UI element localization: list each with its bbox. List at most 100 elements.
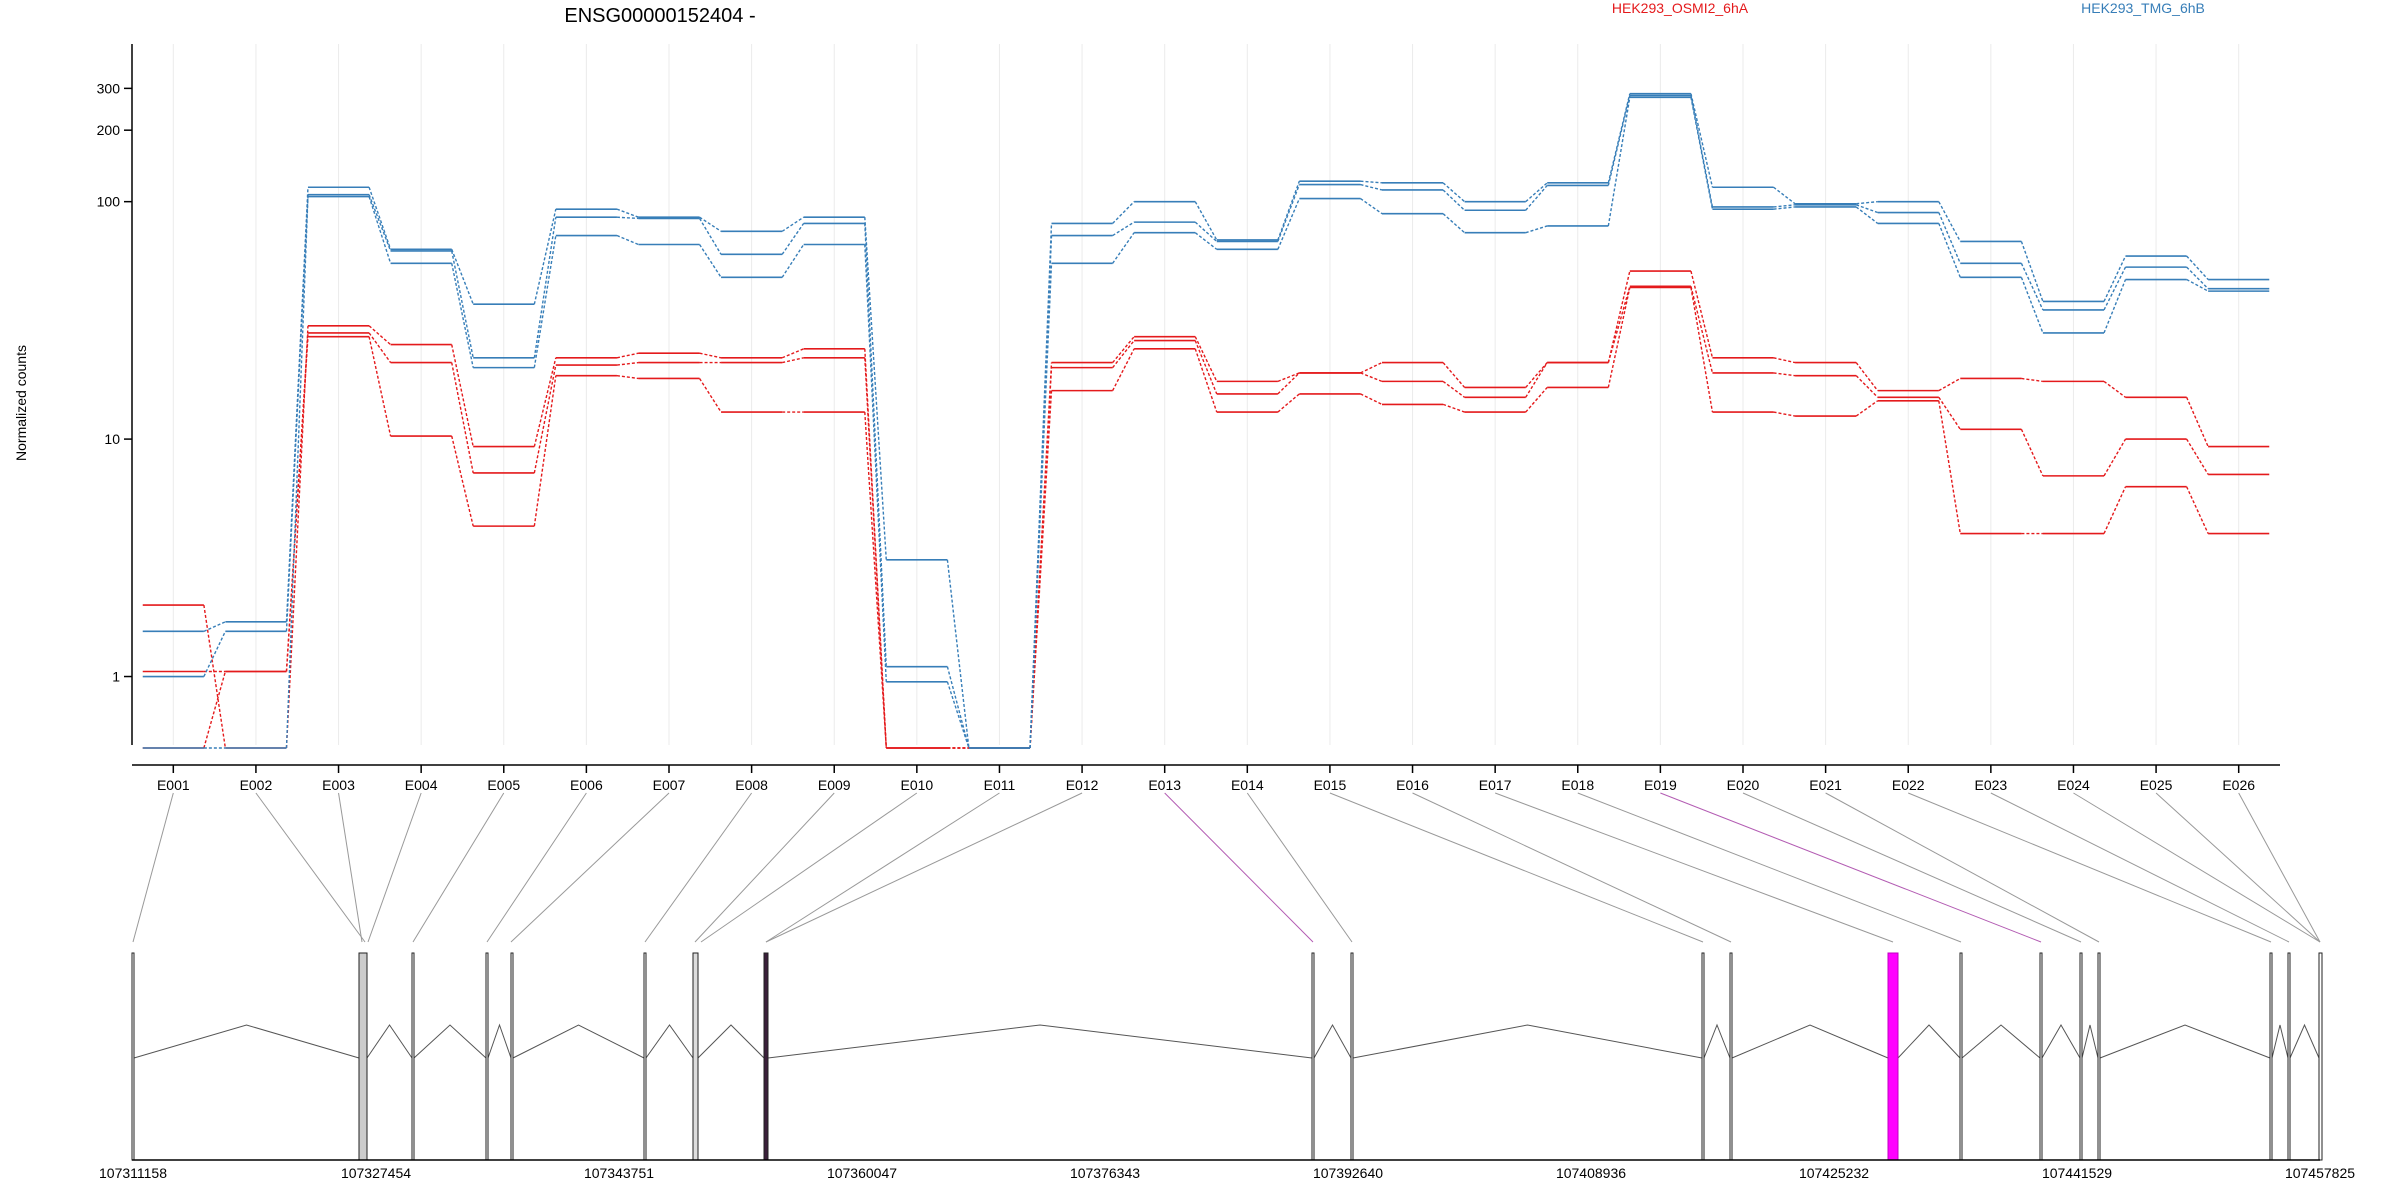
- y-tick-label: 100: [97, 194, 121, 210]
- transition-E010: [946, 681, 970, 749]
- exon-connector-lines: [132, 792, 2321, 943]
- transition-E018: [1607, 97, 1631, 227]
- exon-label-E016: E016: [1396, 777, 1429, 793]
- transition-E024: [2103, 279, 2127, 334]
- transition-E021: [1856, 200, 1878, 205]
- transition-E017: [1525, 185, 1548, 211]
- transition-E025: [2186, 255, 2209, 280]
- transition-E015: [1360, 372, 1383, 383]
- transition-E004: [451, 250, 474, 358]
- transition-E003: [368, 196, 392, 264]
- exon-block: [1311, 952, 1315, 1161]
- transition-E020: [1773, 357, 1796, 364]
- transition-E006: [616, 216, 639, 220]
- genomic-coordinate-label: 107408936: [1556, 1165, 1626, 1181]
- exon-label-E012: E012: [1066, 777, 1099, 793]
- transition-E013: [1194, 221, 1218, 242]
- exon-block: [131, 952, 135, 1161]
- transition-E024: [2103, 266, 2127, 311]
- transition-E023: [2020, 428, 2044, 477]
- transition-E001: [203, 631, 226, 677]
- transition-E021: [1855, 362, 1879, 392]
- genomic-coordinate-label: 107441529: [2042, 1165, 2112, 1181]
- transition-E017: [1525, 225, 1548, 234]
- intron-line: [767, 1024, 1313, 1059]
- transition-E024: [2103, 486, 2127, 534]
- transition-E011: [1029, 390, 1053, 749]
- exon-label-E010: E010: [900, 777, 933, 793]
- transition-E016: [1442, 213, 1466, 234]
- y-tick-label: 300: [97, 80, 121, 96]
- exon-block: [411, 952, 415, 1161]
- transition-E014: [1277, 393, 1300, 413]
- transition-E001: [203, 671, 227, 749]
- exon-label-E018: E018: [1561, 777, 1594, 793]
- connector-E008: [644, 792, 753, 943]
- exon-block: [485, 952, 489, 1161]
- transition-E005: [533, 357, 557, 447]
- intron-line: [2289, 1023, 2320, 1059]
- transition-E002: [285, 196, 309, 749]
- transition-E018: [1607, 286, 1631, 363]
- intron-line: [645, 1024, 694, 1059]
- exon-label-E005: E005: [487, 777, 520, 793]
- transition-E019: [1690, 287, 1714, 413]
- transition-E016: [1442, 362, 1466, 388]
- transition-E007: [699, 352, 722, 359]
- transition-E006: [616, 234, 639, 246]
- exon-label-E017: E017: [1479, 777, 1512, 793]
- transition-E012: [1112, 348, 1135, 391]
- legend-entry-tmg: HEK293_TMG_6hB: [2081, 0, 2205, 16]
- intron-line: [2099, 1024, 2271, 1059]
- exon-block: [2287, 952, 2291, 1161]
- connector-E012: [765, 792, 1083, 943]
- series-0: [142, 270, 2270, 749]
- intron-line: [2041, 1023, 2081, 1059]
- transition-E019: [1690, 270, 1714, 358]
- transition-E014: [1277, 372, 1300, 395]
- intron-line: [2271, 1024, 2289, 1059]
- genomic-coordinate-label: 107425232: [1799, 1165, 1869, 1181]
- intron-line: [487, 1023, 512, 1059]
- exon-label-E013: E013: [1148, 777, 1181, 793]
- x-axis: E001 E002 E003 E004 E005 E006 E007 E008 E009 E010…: [132, 764, 2280, 793]
- transition-E009: [864, 411, 887, 749]
- connector-E019: [1660, 792, 2042, 943]
- transition-E016: [1442, 182, 1466, 203]
- transition-E020: [1773, 372, 1796, 377]
- exon-block: [2039, 952, 2043, 1161]
- connector-E022: [1908, 792, 2272, 943]
- transition-E021: [1855, 375, 1879, 398]
- intron-line: [133, 1024, 360, 1059]
- exon-label-E026: E026: [2222, 777, 2255, 793]
- transition-E018: [1607, 95, 1631, 186]
- exon-label-E023: E023: [1974, 777, 2007, 793]
- series-3: [142, 92, 2270, 749]
- transition-E020: [1773, 204, 1796, 208]
- transition-E007: [698, 218, 722, 255]
- transition-E024: [2103, 255, 2127, 302]
- exon-block: [510, 952, 514, 1161]
- exon-label-E015: E015: [1314, 777, 1347, 793]
- transition-E012: [1112, 336, 1135, 364]
- connector-E003: [338, 792, 363, 943]
- transition-E018: [1607, 270, 1631, 363]
- transition-E005: [533, 375, 557, 527]
- intron-line: [1313, 1023, 1352, 1059]
- connector-E024: [2073, 792, 2321, 943]
- exon-block: [2079, 952, 2083, 1161]
- transition-E021: [1855, 400, 1879, 417]
- transition-E016: [1442, 380, 1466, 398]
- connector-E011: [765, 792, 1000, 943]
- exon-block: [1701, 952, 1705, 1161]
- transition-E022: [1938, 223, 1961, 278]
- genomic-coordinate-label: 107360047: [827, 1165, 897, 1181]
- transition-E025: [2186, 486, 2209, 534]
- transition-E008: [781, 348, 804, 359]
- transition-E017: [1525, 362, 1548, 398]
- transition-E009: [864, 223, 887, 667]
- exon-block: [1729, 952, 1733, 1161]
- transition-E015: [1360, 393, 1383, 406]
- transition-E022: [1938, 396, 1961, 430]
- connector-E016: [1412, 792, 1732, 943]
